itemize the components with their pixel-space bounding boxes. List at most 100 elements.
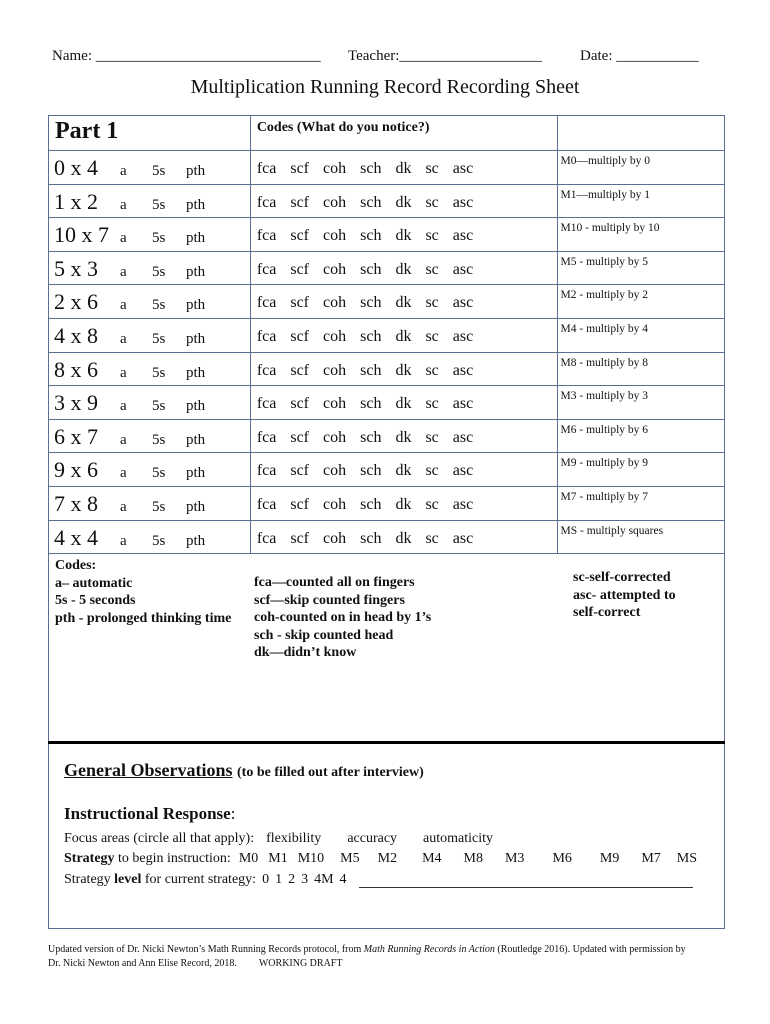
code-option-asc[interactable]: asc (452, 395, 474, 413)
response-option-a[interactable]: a (120, 431, 127, 448)
code-option-coh[interactable]: coh (323, 361, 347, 379)
code-option-scf[interactable]: scf (290, 529, 309, 547)
code-option-scf[interactable]: scf (290, 361, 309, 379)
code-option-coh[interactable]: coh (323, 260, 347, 278)
response-option-5s[interactable]: 5s (152, 196, 166, 213)
response-option-a[interactable]: a (120, 196, 127, 213)
code-option-sch[interactable]: sch (360, 395, 382, 413)
code-option-coh[interactable]: coh (323, 227, 347, 245)
code-option-coh[interactable]: coh (323, 428, 347, 446)
code-option-sc[interactable]: sc (425, 260, 439, 278)
strategy-option[interactable]: M9 (599, 851, 620, 866)
code-option-fca[interactable]: fca (256, 260, 277, 278)
strategy-option[interactable]: M7 (641, 851, 661, 866)
code-option-fca[interactable]: fca (256, 428, 277, 446)
code-option-coh[interactable]: coh (323, 294, 347, 312)
focus-option[interactable]: flexibility (266, 831, 322, 846)
code-option-dk[interactable]: dk (395, 327, 412, 345)
code-option-scf[interactable]: scf (290, 462, 309, 480)
code-option-sc[interactable]: sc (425, 495, 439, 513)
code-option-sc[interactable]: sc (425, 160, 439, 177)
strategy-option[interactable]: M3 (504, 851, 525, 866)
code-option-dk[interactable]: dk (395, 495, 412, 513)
response-option-5s[interactable]: 5s (152, 532, 166, 549)
code-option-fca[interactable]: fca (256, 227, 277, 245)
code-option-scf[interactable]: scf (290, 227, 309, 245)
code-option-coh[interactable]: coh (323, 395, 347, 413)
code-option-scf[interactable]: scf (290, 327, 309, 345)
strategy-option[interactable]: MS (676, 851, 698, 866)
code-option-sc[interactable]: sc (425, 361, 439, 379)
response-option-a[interactable]: a (120, 532, 127, 549)
strategy-option[interactable]: M1 (268, 851, 288, 866)
strategy-option[interactable]: M6 (552, 851, 572, 866)
response-option-a[interactable]: a (120, 163, 127, 179)
response-option-5s[interactable]: 5s (152, 398, 166, 415)
code-option-coh[interactable]: coh (323, 193, 347, 211)
response-option-5s[interactable]: 5s (152, 364, 166, 381)
code-option-sch[interactable]: sch (360, 361, 382, 379)
response-option-pth[interactable]: pth (186, 163, 206, 179)
code-option-fca[interactable]: fca (256, 462, 277, 480)
code-option-coh[interactable]: coh (323, 327, 347, 345)
level-option[interactable]: 0 (262, 872, 270, 887)
code-option-asc[interactable]: asc (452, 260, 474, 278)
code-option-sc[interactable]: sc (425, 462, 439, 480)
code-option-sch[interactable]: sch (360, 260, 382, 278)
response-option-a[interactable]: a (120, 465, 127, 482)
response-option-pth[interactable]: pth (186, 297, 206, 314)
level-option[interactable]: 4M (314, 872, 334, 887)
code-option-asc[interactable]: asc (452, 227, 474, 245)
code-option-coh[interactable]: coh (323, 495, 347, 513)
code-option-fca[interactable]: fca (256, 294, 277, 312)
code-option-asc[interactable]: asc (452, 193, 474, 211)
code-option-sc[interactable]: sc (425, 428, 439, 446)
code-option-sch[interactable]: sch (360, 495, 382, 513)
response-option-5s[interactable]: 5s (152, 498, 166, 515)
response-option-5s[interactable]: 5s (152, 263, 166, 280)
code-option-sc[interactable]: sc (425, 227, 439, 245)
code-option-dk[interactable]: dk (395, 361, 412, 379)
code-option-asc[interactable]: asc (452, 428, 474, 446)
code-option-dk[interactable]: dk (395, 160, 412, 177)
code-option-sch[interactable]: sch (360, 160, 382, 177)
code-option-sc[interactable]: sc (425, 294, 439, 312)
response-option-pth[interactable]: pth (186, 196, 206, 213)
code-option-asc[interactable]: asc (452, 294, 474, 312)
code-option-scf[interactable]: scf (290, 193, 309, 211)
response-option-pth[interactable]: pth (186, 532, 206, 549)
response-option-a[interactable]: a (120, 230, 127, 247)
level-option[interactable]: 3 (301, 872, 309, 887)
code-option-fca[interactable]: fca (256, 529, 277, 547)
code-option-asc[interactable]: asc (452, 327, 474, 345)
code-option-dk[interactable]: dk (395, 462, 412, 480)
response-option-pth[interactable]: pth (186, 431, 206, 448)
code-option-asc[interactable]: asc (452, 361, 474, 379)
response-option-5s[interactable]: 5s (152, 330, 166, 347)
code-option-coh[interactable]: coh (323, 462, 347, 480)
code-option-fca[interactable]: fca (256, 193, 277, 211)
focus-option[interactable]: accuracy (347, 831, 398, 846)
response-option-a[interactable]: a (120, 263, 127, 280)
code-option-fca[interactable]: fca (256, 495, 277, 513)
code-option-dk[interactable]: dk (395, 428, 412, 446)
level-option[interactable]: 1 (275, 872, 283, 887)
response-option-pth[interactable]: pth (186, 263, 206, 280)
response-option-a[interactable]: a (120, 330, 127, 347)
code-option-dk[interactable]: dk (395, 395, 412, 413)
code-option-sch[interactable]: sch (360, 428, 382, 446)
code-option-fca[interactable]: fca (256, 160, 277, 177)
code-option-fca[interactable]: fca (256, 361, 277, 379)
code-option-sch[interactable]: sch (360, 462, 382, 480)
code-option-asc[interactable]: asc (452, 529, 474, 547)
code-option-sc[interactable]: sc (425, 529, 439, 547)
response-option-5s[interactable]: 5s (152, 230, 166, 247)
response-option-5s[interactable]: 5s (152, 465, 166, 482)
code-option-sc[interactable]: sc (425, 395, 439, 413)
code-option-sc[interactable]: sc (425, 327, 439, 345)
level-notes-line[interactable] (358, 873, 693, 888)
response-option-5s[interactable]: 5s (152, 163, 166, 179)
code-option-asc[interactable]: asc (452, 495, 474, 513)
response-option-a[interactable]: a (120, 498, 127, 515)
level-option[interactable]: 4 (339, 872, 347, 887)
